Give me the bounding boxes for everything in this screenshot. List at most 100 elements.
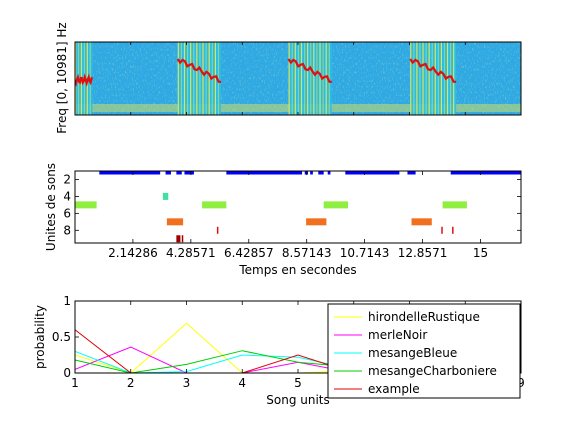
spectrogram-event-stripe <box>410 42 412 115</box>
spectrogram-event-stripe <box>180 42 183 115</box>
spectrogram-event-stripe <box>291 42 293 115</box>
spectrogram-event-stripe <box>199 42 201 115</box>
spectrogram-event-stripe <box>443 42 446 115</box>
spectrogram-peak-trace <box>176 58 222 83</box>
spectrogram-event-stripe <box>217 42 220 115</box>
spectrogram-event-stripe <box>434 42 436 115</box>
units-y-tick-label: 4 <box>63 189 71 203</box>
unit-segment <box>345 171 400 175</box>
units-x-label: Temps en secondes <box>238 263 356 277</box>
spectrogram-event-stripe <box>214 42 216 115</box>
units-x-tick-label: 15 <box>473 246 488 260</box>
spectrogram-event-stripe <box>297 42 300 115</box>
spectrogram-event-stripe <box>205 42 207 115</box>
spectrogram-event-stripe <box>202 42 204 115</box>
units-x-tick-label: 8.57143 <box>282 246 332 260</box>
spectrogram-event-stripe <box>186 42 189 115</box>
units-x-tick-label: 2.14286 <box>108 246 158 260</box>
spectrogram-event-stripe <box>208 42 210 115</box>
probability-y-tick-label: 1 <box>63 294 71 308</box>
probability-x-tick-label: 5 <box>294 376 302 390</box>
spectrogram-event-stripe <box>425 42 427 115</box>
spectrogram-event-stripe <box>440 42 443 115</box>
unit-segment <box>166 218 184 226</box>
spectrogram-ticks <box>130 42 466 115</box>
unit-segment <box>165 171 171 175</box>
spectrogram-event-stripe <box>431 42 433 115</box>
unit-segment <box>202 201 227 209</box>
spectrogram-event-stripe <box>307 42 309 115</box>
probability-x-tick-label: 3 <box>183 376 191 390</box>
unit-segment <box>441 226 443 234</box>
legend-entry-label: hirondelleRustique <box>368 310 480 324</box>
probability-x-tick-label: 4 <box>238 376 246 390</box>
unit-segment <box>306 218 327 226</box>
spectrogram-event-stripe <box>196 42 198 115</box>
unit-segments <box>75 171 521 243</box>
spectrogram-event-band <box>410 42 457 115</box>
legend: hirondelleRustique merleNoir mesangeBleue m… <box>327 303 521 399</box>
unit-segment <box>442 201 467 209</box>
spectrogram-event-stripe <box>75 42 77 115</box>
spectrogram-event-stripe <box>313 42 315 115</box>
spectrogram-panel: Freq [0, 10981] Hz <box>55 22 522 134</box>
legend-entry-label: example <box>368 382 420 396</box>
unit-segment <box>452 226 454 234</box>
spectrogram-event-stripe <box>303 42 306 115</box>
spectrogram-event-stripe <box>416 42 418 115</box>
units-y-label: Unites de sons <box>44 163 58 251</box>
spectrogram-event-stripe <box>453 42 455 115</box>
unit-segment <box>323 201 349 209</box>
units-y-tick-label: 8 <box>63 223 71 237</box>
legend-entry-label: mesangeCharboniere <box>368 364 497 378</box>
probability-x-tick-label: 9 <box>517 376 525 390</box>
spectrogram-event-stripe <box>419 42 421 115</box>
spectrogram-peak-trace <box>75 73 94 87</box>
units-y-tick-label: 6 <box>63 206 71 220</box>
unit-segment <box>176 171 182 175</box>
units-y-tick-label: 2 <box>63 172 71 186</box>
spectrogram-event-stripe <box>316 42 318 115</box>
spectrogram-y-label: Freq [0, 10981] Hz <box>55 22 69 133</box>
unit-segment <box>318 171 324 175</box>
spectrogram-event-stripe <box>450 42 452 115</box>
probability-x-label: Song units <box>266 393 330 407</box>
unit-segment <box>181 235 184 243</box>
spectrogram-event-stripe <box>177 42 179 115</box>
spectrogram-event-stripe <box>294 42 296 115</box>
unit-segment <box>176 235 181 243</box>
unit-segment <box>99 171 161 175</box>
unit-segment <box>184 171 194 175</box>
unit-segment <box>75 201 97 209</box>
units-ticks: 2.14286 4.28571 6.42857 8.57143 10.7143 12.85… <box>63 171 521 260</box>
units-x-tick-label: 10.7143 <box>340 246 390 260</box>
units-x-tick-label: 4.28571 <box>166 246 216 260</box>
spectrogram-event-stripe <box>190 42 192 115</box>
spectrogram-peak-trace <box>287 58 332 83</box>
probability-x-tick-label: 1 <box>71 376 79 390</box>
legend-box <box>327 303 521 399</box>
probability-panel: 12345678900.51 probability hirondelleRus… <box>33 294 525 407</box>
probability-y-tick-label: 0.5 <box>52 330 71 344</box>
probability-y-label: probability <box>33 305 47 369</box>
probability-x-tick-label: 2 <box>127 376 135 390</box>
units-frame <box>74 170 522 244</box>
unit-segment <box>162 192 169 200</box>
spectrogram-event-stripe <box>300 42 303 115</box>
units-x-tick-label: 6.42857 <box>224 246 274 260</box>
spectrogram-event-stripe <box>428 42 430 115</box>
unit-segment <box>450 171 521 175</box>
spectrogram-peak-trace <box>409 58 457 83</box>
unit-segment <box>411 218 432 226</box>
spectrogram-event-stripe <box>310 42 312 115</box>
spectrogram-event-stripe <box>319 42 321 115</box>
probability-y-tick-label: 0 <box>63 366 71 380</box>
unit-segment <box>327 171 331 175</box>
spectrogram-event-stripe <box>183 42 186 115</box>
series-line <box>75 322 521 373</box>
units-panel: 2.14286 4.28571 6.42857 8.57143 10.7143 12.85… <box>44 163 522 277</box>
spectrogram-event-stripe <box>325 42 327 115</box>
legend-entry-label: mesangeBleue <box>368 346 457 360</box>
spectrogram-event-stripe <box>193 42 195 115</box>
